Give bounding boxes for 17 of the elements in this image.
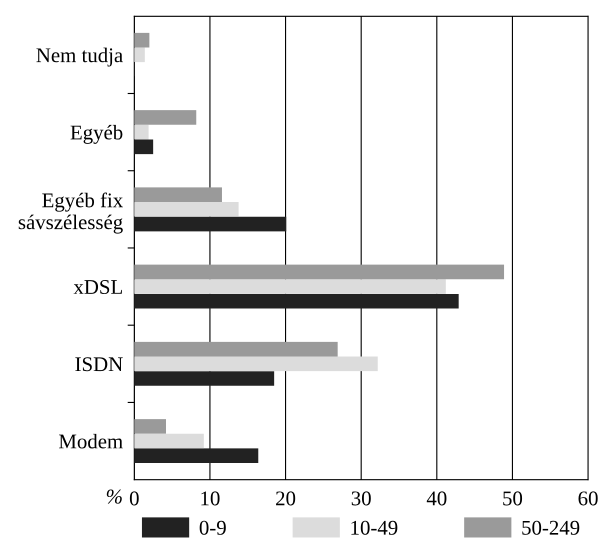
x-tick-label: 50: [503, 491, 522, 506]
x-axis-title: %: [106, 490, 122, 504]
legend-label: 50-249: [522, 520, 580, 535]
y-tick-label: Modem: [58, 434, 123, 448]
y-tick-label: Nem tudja: [36, 48, 123, 67]
x-tick-label: 10: [201, 491, 220, 506]
x-tick-label: 30: [352, 491, 371, 506]
x-tick-label: 20: [276, 491, 296, 506]
y-tick-label: Egyéb: [70, 124, 122, 144]
legend-label: 10-49: [351, 520, 398, 535]
y-tick-label: Egyéb fix sávszélesség: [18, 192, 123, 234]
y-tick-label: xDSL: [74, 280, 122, 294]
y-tick-label: ISDN: [75, 357, 123, 372]
x-tick-label: 40: [426, 491, 446, 506]
legend-label: 0-9: [200, 520, 226, 535]
x-tick-label: 60: [578, 491, 598, 506]
x-tick-label: 0: [130, 491, 139, 506]
